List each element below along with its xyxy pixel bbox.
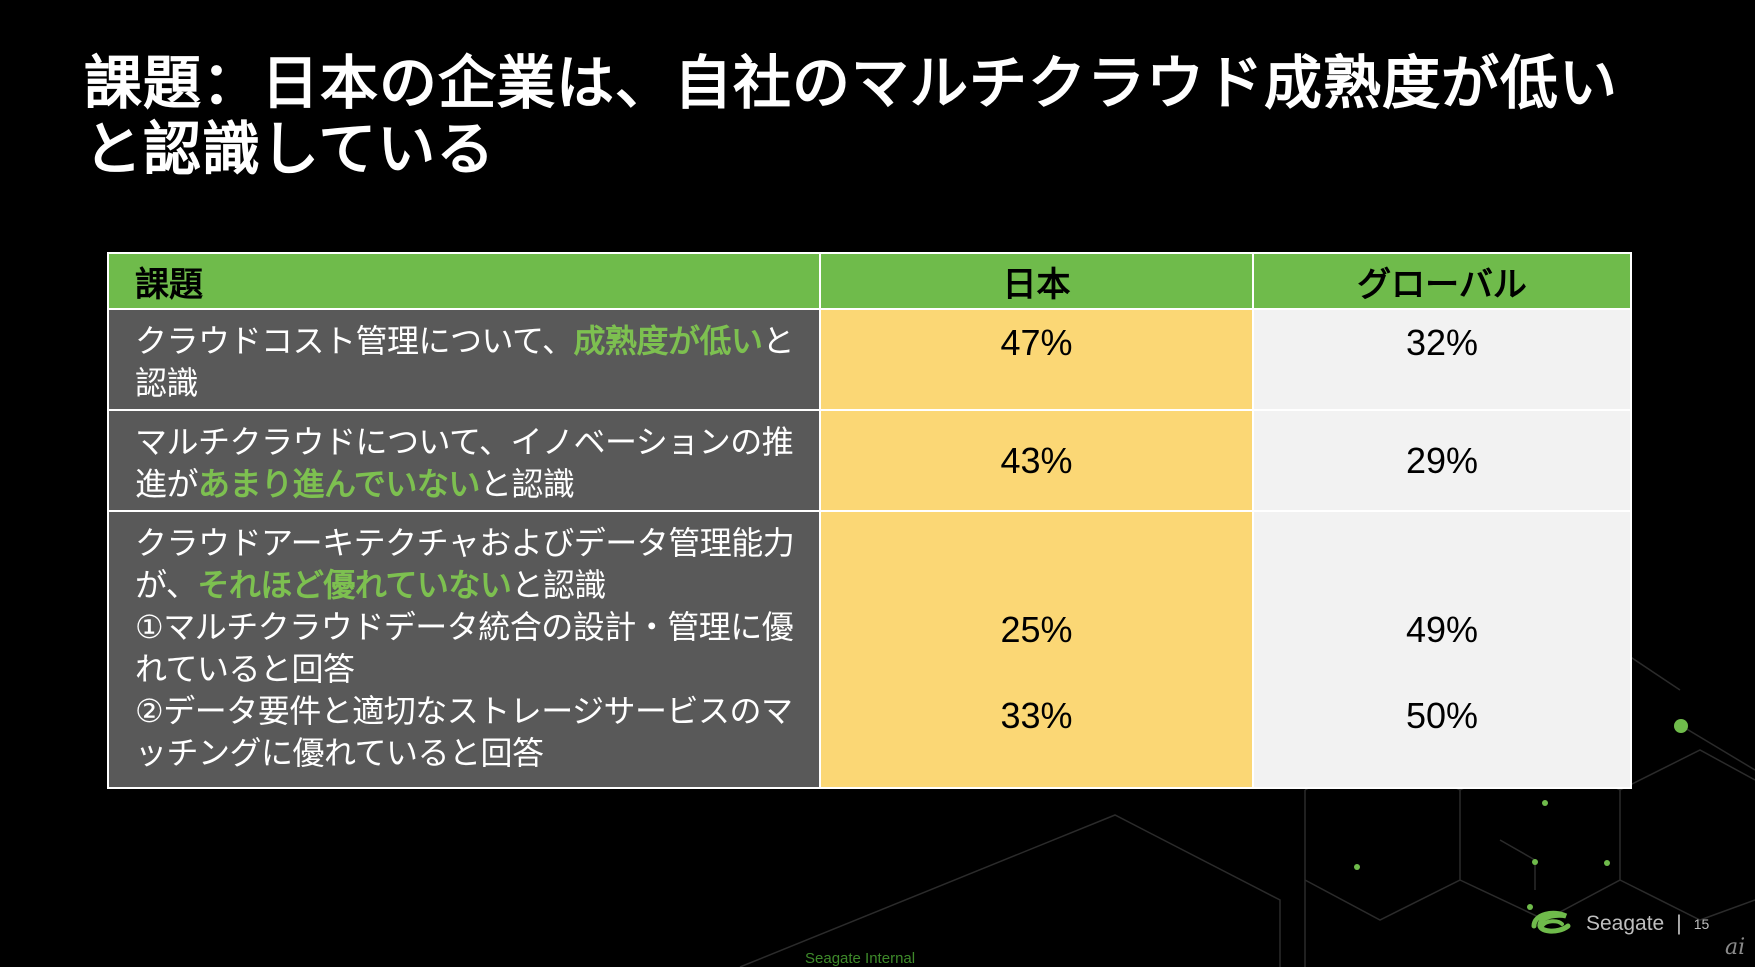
row-3-topic: クラウドアーキテクチャおよびデータ管理能力が、それほど優れていないと認識 ①マル… xyxy=(109,512,819,787)
row-2-topic-suffix: と認識 xyxy=(479,465,575,503)
row-2-topic: マルチクラウドについて、イノベーションの推進があまり進んでいないと認識 xyxy=(109,411,819,512)
row-3-topic-highlight: それほど優れていない xyxy=(197,566,512,604)
row-2-topic-text: マルチクラウドについて、イノベーションの推進が xyxy=(135,423,794,503)
corner-watermark: ai xyxy=(1725,935,1746,960)
row-3-japan-values: 25% 33% xyxy=(819,512,1252,787)
header-topic: 課題 xyxy=(109,254,819,310)
row-3-sub-1-japan-value: 25% xyxy=(1000,609,1073,650)
row-1-japan-value: 47% xyxy=(819,310,1252,411)
row-3-sub-2-japan-value: 33% xyxy=(1000,695,1073,736)
row-1-topic: クラウドコスト管理について、成熟度が低いと認識 xyxy=(109,310,819,411)
row-3-global-values: 49% 50% xyxy=(1252,512,1630,787)
row-1-global-value: 32% xyxy=(1252,310,1630,411)
row-3-sub-item-1: ①マルチクラウドデータ統合の設計・管理に優れていると回答 xyxy=(135,608,794,688)
footer-brand: Seagate | 15 xyxy=(1528,906,1709,942)
seagate-logo-icon xyxy=(1531,910,1571,934)
header-global: グローバル xyxy=(1252,254,1630,310)
row-3-topic-intro: クラウドアーキテクチャおよびデータ管理能力が、それほど優れていないと認識 xyxy=(135,522,809,606)
row-2-topic-highlight: あまり進んでいない xyxy=(198,465,480,503)
row-1-topic-highlight: 成熟度が低い xyxy=(573,322,763,360)
brand-name: Seagate xyxy=(1586,912,1665,935)
comparison-table: 課題 日本 グローバル クラウドコスト管理について、成熟度が低いと認識 47% … xyxy=(107,252,1632,789)
row-3-topic-text: クラウドアーキテクチャおよびデータ管理能力が、 xyxy=(135,524,795,604)
row-3-sub-item-2: ②データ要件と適切なストレージサービスのマッチングに優れていると回答 xyxy=(135,692,793,772)
page-number: 15 xyxy=(1693,916,1710,932)
row-2-japan-value: 43% xyxy=(819,411,1252,512)
slide-title: 課題：日本の企業は、自社のマルチクラウド成熟度が低いと認識している xyxy=(84,49,1619,183)
row-3-sub-1-global-value: 49% xyxy=(1405,609,1479,650)
row-3-topic-suffix: と認識 xyxy=(511,566,606,604)
header-japan: 日本 xyxy=(819,254,1252,310)
row-2-global-value: 29% xyxy=(1252,411,1630,512)
row-1-topic-text: クラウドコスト管理について、 xyxy=(135,322,574,360)
row-1-topic-suffix: と認識 xyxy=(135,322,794,402)
brand-separator: | xyxy=(1676,912,1682,935)
footer-classification-label: Seagate Internal xyxy=(805,950,916,967)
row-3-sub-2-global-value: 50% xyxy=(1405,695,1479,736)
